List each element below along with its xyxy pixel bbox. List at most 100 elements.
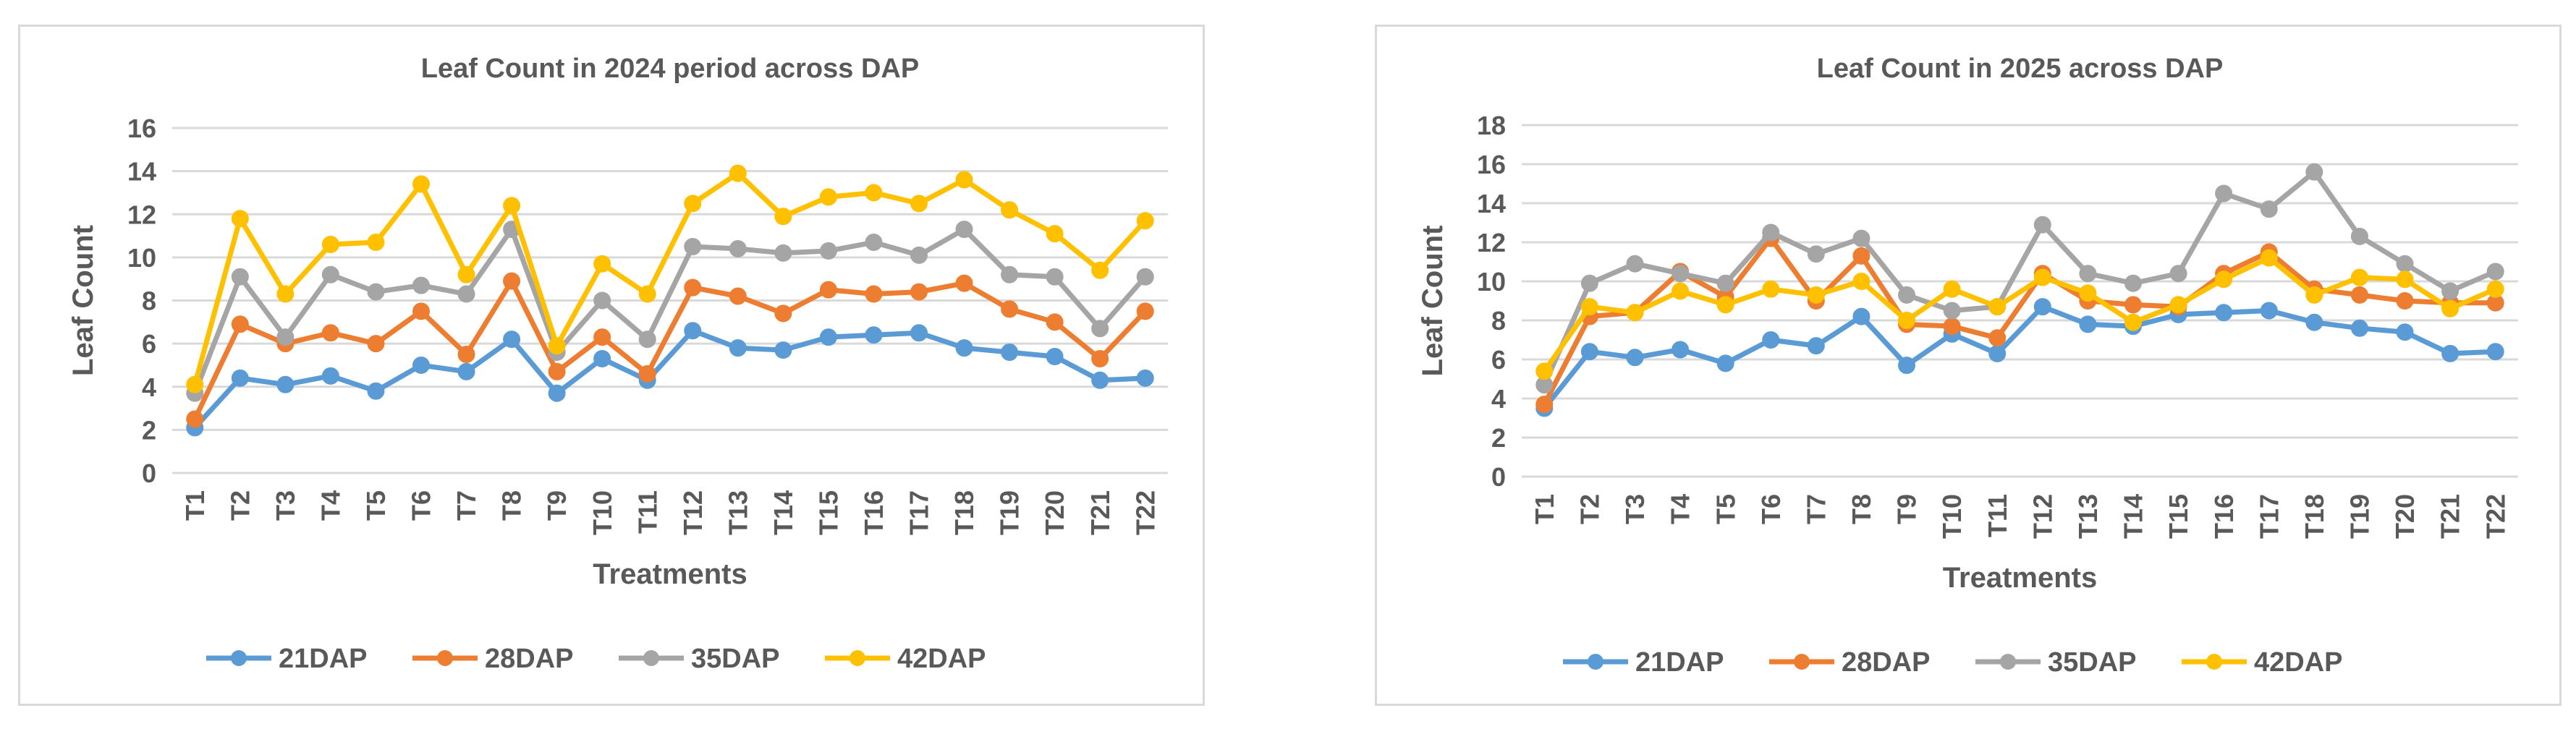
data-point <box>1898 312 1916 329</box>
data-point <box>955 339 973 357</box>
data-point <box>729 339 747 357</box>
data-point <box>1136 268 1154 286</box>
legend-marker <box>2000 654 2016 670</box>
x-tick-label: T2 <box>225 490 255 521</box>
data-point <box>1762 223 1780 242</box>
data-point <box>1852 273 1870 290</box>
series-21dap <box>1535 298 2504 417</box>
data-point <box>186 375 204 393</box>
y-axis-label: Leaf Count <box>67 225 99 376</box>
y-tick-label: 10 <box>127 243 156 273</box>
legend-item-21dap: 21DAP <box>206 644 368 674</box>
data-point <box>774 208 792 226</box>
leaf-count-2024-chart: Leaf Count in 2024 period across DAP 0 2 4 6… <box>18 25 1205 706</box>
x-tick-label: T11 <box>632 490 662 534</box>
legend-marker <box>2206 654 2222 670</box>
data-point <box>2215 304 2233 322</box>
data-point <box>503 272 521 290</box>
data-point <box>684 322 702 340</box>
x-tick-label: T6 <box>407 490 436 521</box>
data-point <box>1988 344 2007 362</box>
series-line <box>1542 236 2496 406</box>
data-point <box>2169 265 2187 283</box>
data-point <box>457 285 475 303</box>
data-point <box>1762 280 1780 298</box>
x-tick-label: T1 <box>1530 494 1559 524</box>
data-point <box>1672 341 1690 359</box>
data-point <box>865 285 883 303</box>
x-tick-label: T7 <box>452 490 481 521</box>
x-tick-label: T15 <box>2164 494 2193 539</box>
data-point <box>1535 362 1554 380</box>
series-line <box>192 226 1148 394</box>
data-point <box>1626 255 1644 273</box>
y-tick-label: 16 <box>127 114 156 143</box>
data-point <box>819 242 837 260</box>
data-point <box>2396 270 2414 289</box>
series-line <box>1542 255 2497 373</box>
data-point <box>1626 349 1644 367</box>
data-point <box>1580 274 1598 292</box>
data-point <box>2305 313 2323 331</box>
legend-marker <box>643 650 659 666</box>
y-tick-label: 12 <box>127 200 156 229</box>
x-tick-label: T7 <box>1801 494 1831 524</box>
data-point <box>865 184 883 202</box>
data-point <box>2350 286 2368 304</box>
data-point <box>1807 286 1825 304</box>
data-point <box>548 384 566 402</box>
data-point <box>729 164 747 182</box>
series-line <box>1542 169 2497 386</box>
x-tick-label: T22 <box>2480 494 2510 539</box>
x-tick-label: T19 <box>995 490 1025 535</box>
data-point <box>1046 225 1064 243</box>
series-line <box>192 171 1148 385</box>
y-tick-label: 4 <box>1491 384 1506 414</box>
data-point <box>729 239 747 257</box>
legend-marker <box>1794 654 1810 670</box>
data-point <box>593 328 611 346</box>
data-point <box>2079 315 2097 333</box>
x-tick-label: T21 <box>2436 494 2465 539</box>
legend-marker <box>437 650 453 666</box>
data-point <box>2079 265 2097 283</box>
y-tick-label: 10 <box>1477 267 1506 297</box>
legend-label: 21DAP <box>279 644 368 674</box>
y-tick-label: 2 <box>1491 423 1506 453</box>
data-point <box>1898 286 1916 304</box>
data-point <box>321 367 339 385</box>
x-tick-label: T11 <box>1983 494 2012 537</box>
data-point <box>955 171 973 189</box>
data-point <box>2305 286 2323 304</box>
data-point <box>321 324 339 342</box>
legend-marker <box>850 650 865 666</box>
data-point <box>684 278 702 297</box>
legend-item-28dap: 28DAP <box>1769 647 1931 678</box>
data-point <box>2486 343 2504 361</box>
series-line <box>192 328 1145 430</box>
y-tick-label: 4 <box>142 372 156 402</box>
legend-label: 21DAP <box>1635 647 1724 678</box>
chart-2024-svg: Leaf Count in 2024 period across DAP 0 2 4 6… <box>67 54 1168 674</box>
data-point <box>1807 337 1825 355</box>
x-tick-label: T8 <box>497 490 527 521</box>
data-point <box>1091 371 1109 389</box>
data-point <box>1716 354 1734 372</box>
x-tick-label: T12 <box>2028 494 2057 539</box>
data-point <box>1852 307 1870 325</box>
legend-item-35dap: 35DAP <box>1975 647 2137 678</box>
data-point <box>1988 298 2007 316</box>
data-point <box>276 285 295 303</box>
data-point <box>2305 163 2323 181</box>
data-point <box>2169 296 2187 314</box>
data-point <box>367 234 385 252</box>
data-point <box>1943 302 1961 320</box>
legend-label: 35DAP <box>691 644 780 674</box>
data-point <box>910 283 928 301</box>
data-point <box>1001 265 1019 284</box>
data-point <box>1716 274 1734 292</box>
data-point <box>2396 255 2414 273</box>
y-tick-label: 8 <box>1491 306 1506 336</box>
data-point <box>1091 261 1109 279</box>
x-tick-label: T20 <box>2390 494 2420 539</box>
